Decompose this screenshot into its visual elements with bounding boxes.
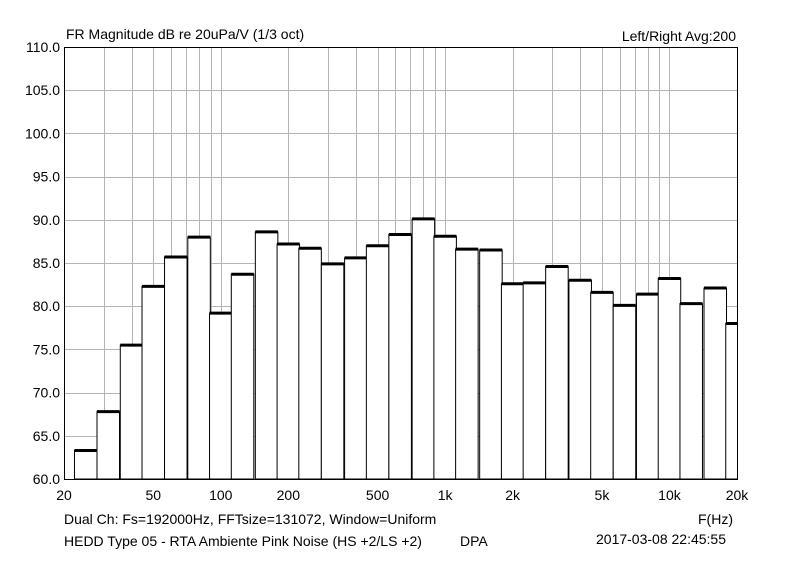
bars-group — [73, 217, 737, 479]
channel-info: Left/Right Avg:200 — [621, 28, 736, 44]
y-tick-label: 95.0 — [33, 169, 60, 185]
bar — [703, 287, 728, 479]
x-tick-label: 100 — [209, 487, 233, 503]
bar — [679, 303, 703, 479]
bar — [388, 233, 412, 479]
bar — [119, 344, 144, 479]
bar — [344, 257, 368, 479]
chart-title: FR Magnitude dB re 20uPa/V (1/3 oct) — [66, 26, 305, 42]
x-tick-label: 50 — [145, 487, 161, 503]
bar — [522, 282, 547, 479]
bar — [141, 285, 166, 479]
bar — [657, 278, 682, 479]
bar — [320, 263, 345, 479]
bar — [276, 243, 301, 479]
bar — [187, 236, 211, 479]
y-tick-label: 75.0 — [33, 341, 60, 357]
x-tick-label: 200 — [277, 487, 301, 503]
x-tick-label: 2k — [505, 487, 521, 503]
y-tick-label: 90.0 — [33, 212, 60, 228]
bar — [164, 256, 188, 479]
y-tick-label: 85.0 — [33, 255, 60, 271]
measurement-description: HEDD Type 05 - RTA Ambiente Pink Noise (… — [64, 533, 422, 549]
timestamp: 2017-03-08 22:45:55 — [596, 531, 726, 547]
x-tick-label: 5k — [595, 487, 611, 503]
bar — [230, 273, 255, 479]
bar — [209, 312, 233, 479]
bar — [479, 249, 503, 479]
bar — [411, 218, 436, 479]
bar — [433, 235, 457, 479]
bar — [590, 291, 614, 479]
y-tick-label: 110.0 — [26, 39, 60, 55]
x-tick-label: 1k — [438, 487, 454, 503]
bar — [298, 247, 322, 479]
bar — [500, 283, 525, 479]
plot-frame — [64, 47, 738, 480]
bar — [254, 231, 279, 479]
x-tick-label: 10k — [658, 487, 682, 503]
y-tick-label: 65.0 — [33, 428, 60, 444]
measurement-params: Dual Ch: Fs=192000Hz, FFTsize=131072, Wi… — [64, 511, 437, 527]
source-label: DPA — [460, 533, 488, 549]
bar — [455, 248, 479, 479]
x-tick-label: 500 — [366, 487, 390, 503]
bar — [365, 245, 390, 479]
bar — [96, 411, 121, 479]
x-tick-label: 20 — [56, 487, 72, 503]
bar — [545, 265, 569, 479]
y-tick-label: 80.0 — [33, 298, 60, 314]
bar — [568, 279, 592, 479]
y-tick-label: 70.0 — [33, 385, 60, 401]
bar — [612, 304, 637, 479]
bar — [73, 449, 98, 479]
y-tick-label: 100.0 — [25, 125, 60, 141]
x-tick-label: 20k — [726, 487, 750, 503]
x-axis-unit: F(Hz) — [698, 511, 733, 527]
bar — [635, 293, 660, 479]
y-tick-label: 105.0 — [25, 82, 60, 98]
y-tick-label: 60.0 — [33, 471, 60, 487]
